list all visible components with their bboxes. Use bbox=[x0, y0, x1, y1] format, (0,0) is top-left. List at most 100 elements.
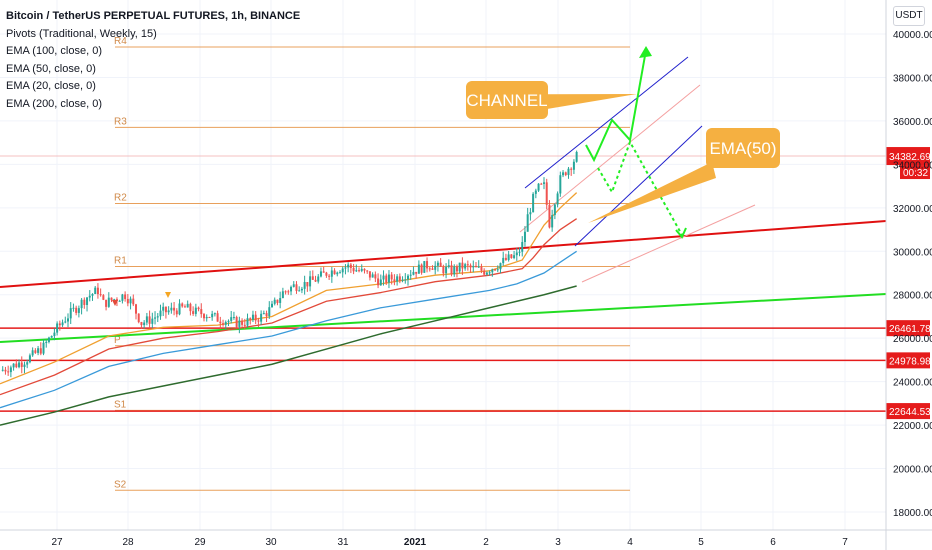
candle-body bbox=[570, 168, 573, 170]
candle-body bbox=[186, 303, 189, 308]
y-tick-label: 38000.00 bbox=[893, 73, 932, 84]
x-tick-label: 29 bbox=[194, 537, 206, 548]
candle-body bbox=[398, 276, 401, 281]
candle-body bbox=[295, 284, 298, 291]
candle-body bbox=[518, 251, 521, 253]
candle-body bbox=[360, 268, 363, 271]
candle-body bbox=[107, 297, 110, 307]
candle-body bbox=[102, 295, 105, 300]
candle-body bbox=[510, 254, 513, 258]
pivot-levels: R4 R3 R2 R1 P S1 S2 bbox=[114, 36, 630, 491]
candle-body bbox=[349, 264, 352, 268]
candle-body bbox=[377, 278, 380, 286]
candle-body bbox=[145, 316, 148, 323]
candle-body bbox=[279, 298, 282, 303]
indicator-ema200[interactable]: EMA (200, close, 0) bbox=[6, 97, 102, 110]
candle-body bbox=[387, 274, 390, 283]
candle-body bbox=[257, 320, 260, 322]
candle-body bbox=[183, 306, 186, 308]
candle-body bbox=[64, 321, 67, 323]
candle-body bbox=[412, 271, 415, 275]
candle-body bbox=[129, 298, 132, 304]
price-line-label: 26461.78 bbox=[889, 324, 931, 335]
candle-body bbox=[50, 336, 53, 338]
candle-body bbox=[167, 310, 170, 313]
candle-body bbox=[284, 291, 287, 293]
candle-body bbox=[216, 313, 219, 322]
candle-body bbox=[91, 293, 94, 296]
candle-body bbox=[420, 264, 423, 273]
candle-body bbox=[28, 355, 31, 363]
ema50-line bbox=[0, 218, 578, 396]
x-tick-label: 3 bbox=[555, 537, 561, 548]
candle-body bbox=[118, 300, 121, 302]
y-tick-label: 40000.00 bbox=[893, 30, 932, 41]
candle-body bbox=[137, 313, 140, 323]
candle-body bbox=[96, 287, 99, 295]
candle-body bbox=[319, 271, 322, 277]
candle-body bbox=[521, 242, 524, 252]
candle-body bbox=[132, 298, 135, 305]
candle-body bbox=[151, 318, 154, 324]
annotation-drawings: CHANNEL EMA(50) bbox=[466, 46, 780, 239]
candle-body bbox=[363, 268, 366, 271]
marker-down bbox=[112, 300, 118, 306]
pivot-label-s2: S2 bbox=[114, 479, 127, 490]
ema50-callout-box bbox=[706, 128, 780, 168]
indicator-ema50[interactable]: EMA (50, close, 0) bbox=[6, 62, 96, 75]
pivot-label-r2: R2 bbox=[114, 192, 127, 203]
candle-body bbox=[235, 317, 238, 327]
candle-body bbox=[564, 172, 567, 175]
candle-body bbox=[110, 297, 113, 301]
candle-body bbox=[532, 193, 535, 213]
candle-body bbox=[567, 168, 570, 175]
candle-body bbox=[472, 265, 475, 268]
candle-body bbox=[69, 308, 72, 319]
indicator-pivots[interactable]: Pivots (Traditional, Weekly, 15) bbox=[6, 27, 157, 40]
candle-body bbox=[466, 264, 469, 266]
currency-button[interactable]: USDT bbox=[893, 6, 925, 26]
y-tick-label: 32000.00 bbox=[893, 204, 932, 215]
candle-body bbox=[164, 306, 167, 313]
candle-body bbox=[246, 318, 249, 326]
candle-body bbox=[31, 350, 34, 356]
chart-grid bbox=[0, 0, 886, 530]
indicator-ema20[interactable]: EMA (20, close, 0) bbox=[6, 80, 96, 92]
candle-body bbox=[124, 294, 127, 299]
candle-body bbox=[543, 182, 545, 184]
candle-body bbox=[401, 279, 404, 281]
channel-lower-pink bbox=[581, 204, 756, 283]
candle-body bbox=[77, 308, 80, 313]
candle-body bbox=[230, 317, 233, 321]
candle-body bbox=[290, 286, 293, 292]
candle-body bbox=[9, 367, 12, 373]
candle-body bbox=[562, 172, 565, 176]
candle-body bbox=[382, 275, 385, 280]
candle-body bbox=[455, 266, 458, 272]
candle-body bbox=[162, 306, 165, 311]
horizontal-price-lines: 26461.78 24978.98 22644.53 34382.69 00:32 bbox=[0, 147, 931, 420]
candle-body bbox=[328, 275, 331, 277]
time-axis: 27 28 29 30 31 2021 2 3 4 5 6 7 bbox=[0, 529, 932, 548]
ema-lines bbox=[0, 192, 578, 426]
current-price-badge bbox=[886, 147, 930, 166]
candle-body bbox=[156, 316, 159, 318]
candle-body bbox=[366, 270, 369, 272]
candle-body bbox=[504, 257, 507, 260]
indicator-ema100[interactable]: EMA (100, close, 0) bbox=[6, 45, 102, 57]
candle-body bbox=[159, 310, 162, 317]
candle-body bbox=[417, 264, 420, 274]
candle-body bbox=[390, 274, 393, 280]
candle-body bbox=[556, 193, 559, 205]
x-tick-label: 28 bbox=[122, 537, 134, 548]
candle-body bbox=[271, 303, 273, 308]
candle-body bbox=[121, 294, 124, 301]
candle-body bbox=[458, 262, 461, 272]
candle-body bbox=[494, 269, 497, 271]
candle-body bbox=[53, 332, 56, 337]
candle-body bbox=[222, 323, 225, 325]
candle-body bbox=[442, 266, 445, 274]
symbol-title[interactable]: Bitcoin / TetherUS PERPETUAL FUTURES, 1h… bbox=[6, 10, 301, 22]
candle-body bbox=[205, 316, 208, 319]
